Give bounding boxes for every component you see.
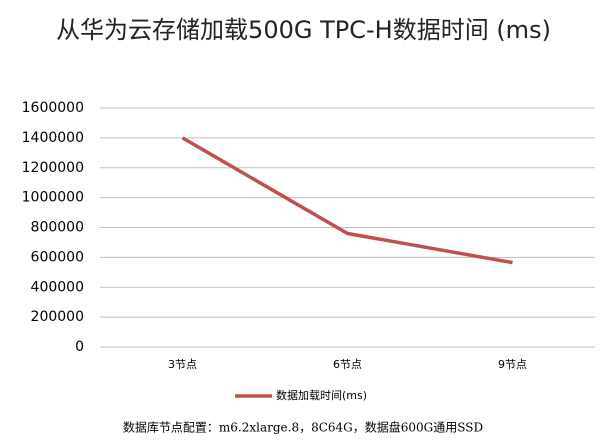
y-tick-label: 400000: [31, 279, 84, 295]
y-tick-label: 1400000: [22, 130, 84, 146]
y-tick-label: 1000000: [22, 190, 84, 206]
x-tick-label: 9节点: [498, 358, 527, 371]
y-tick-label: 0: [75, 339, 84, 355]
y-tick-label: 800000: [31, 220, 84, 236]
y-tick-label: 1200000: [22, 160, 84, 176]
data-line: [181, 136, 513, 265]
y-tick-label: 600000: [31, 249, 84, 265]
x-tick-label: 6节点: [333, 358, 362, 371]
x-tick-label: 3节点: [168, 358, 197, 371]
chart-title: 从华为云存储加载500G TPC-H数据时间 (ms): [56, 16, 551, 44]
legend-label: 数据加载时间(ms): [276, 388, 367, 402]
footnote: 数据库节点配置：m6.2xlarge.8，8C64G，数据盘600G通用SSD: [123, 420, 483, 435]
y-tick-label: 1600000: [22, 100, 84, 116]
y-tick-label: 200000: [31, 309, 84, 325]
